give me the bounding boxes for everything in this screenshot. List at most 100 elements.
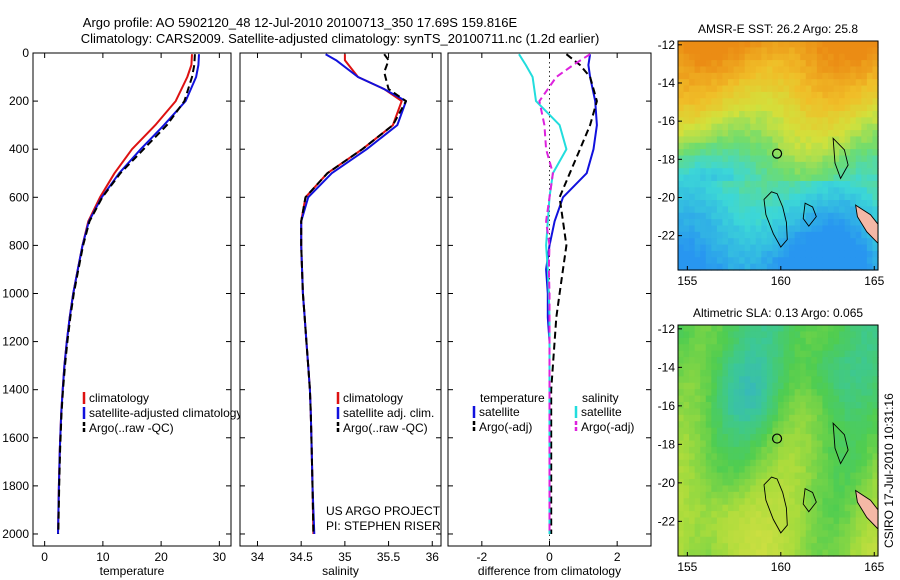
sla_map-cell: [744, 517, 751, 525]
sst_map-cell: [861, 155, 868, 163]
sla_map-cell: [800, 459, 807, 467]
sla_map-cell: [750, 498, 757, 506]
sla_map-cell: [728, 549, 735, 557]
sla_map-cell: [772, 363, 779, 371]
sst_map-cell: [844, 72, 851, 80]
sst_map-cell: [739, 231, 746, 239]
sst_map-cell: [866, 244, 874, 252]
sla_map-cell: [800, 389, 807, 397]
sla_map-cell: [728, 402, 735, 410]
sla_map-cell: [872, 363, 879, 371]
sst_map-cell: [733, 168, 740, 176]
sst_map-cell: [728, 136, 735, 144]
sla_map-cell: [744, 421, 751, 429]
sla_map-cell: [766, 466, 774, 474]
salinity-xtick-label: 36: [426, 550, 440, 564]
sla_map-cell: [716, 536, 724, 544]
sla_map-cell: [700, 543, 707, 551]
sla_map-cell: [811, 408, 818, 416]
sst_map-cell: [678, 238, 685, 246]
sst_map-cell: [705, 72, 712, 80]
sla_map-cell: [733, 472, 740, 480]
sla_map-cell: [811, 325, 818, 333]
sst_map-cell: [800, 219, 807, 227]
sla_map-cell: [844, 504, 851, 512]
sst_map-cell: [722, 79, 729, 87]
sla_map-cell: [705, 543, 712, 551]
sla_map-cell: [783, 491, 790, 499]
sla_map-cell: [744, 382, 751, 390]
sla_map-cell: [778, 357, 785, 365]
sla_map-cell: [778, 511, 785, 519]
sst_map-cell: [783, 149, 790, 157]
sla_map-cell: [711, 331, 718, 339]
sla_map-cell: [816, 536, 824, 544]
sst_map-cell: [822, 161, 829, 169]
sla_map-cell: [722, 543, 729, 551]
sst_map-cell: [755, 180, 762, 188]
sst_map-cell: [678, 142, 685, 150]
sla_map-cell: [716, 543, 724, 551]
sla_map-cell: [733, 434, 740, 442]
sst_map-cell: [833, 66, 840, 74]
sst_map-cell: [789, 53, 796, 61]
sst_map-cell: [700, 123, 707, 131]
sla_map-cell: [816, 491, 824, 499]
sst_map-cell: [728, 161, 735, 169]
sst_map-cell: [872, 79, 879, 87]
sla_map-cell: [850, 421, 857, 429]
sst_map-cell: [689, 212, 696, 220]
sla_map-cell: [750, 369, 757, 377]
sla_map-cell: [839, 350, 846, 358]
sst_map-cell: [705, 225, 712, 233]
sla_map-cell: [816, 357, 824, 365]
sla_map-cell: [722, 530, 729, 538]
sst_map-cell: [744, 161, 751, 169]
sst_map-cell: [794, 180, 801, 188]
sla_map-cell: [800, 382, 807, 390]
sst_map-cell: [822, 212, 829, 220]
sla_map-cell: [811, 382, 818, 390]
sst_map-cell: [683, 142, 690, 150]
sst_map-cell: [872, 168, 879, 176]
sst_map-cell: [694, 238, 701, 246]
sst_map-cell: [828, 219, 835, 227]
sst_map-cell: [861, 206, 868, 214]
sla_map-cell: [816, 485, 824, 493]
sla_map-cell: [705, 504, 712, 512]
sst_map-cell: [778, 174, 785, 182]
sst_map-cell: [761, 193, 768, 201]
sst_map-cell: [805, 104, 812, 112]
sst_map-cell: [811, 41, 818, 48]
sst_map-cell: [844, 117, 851, 125]
sst_map-cell: [805, 136, 812, 144]
sla_map-cell: [828, 517, 835, 525]
sst_map-cell: [855, 53, 862, 61]
sst_map-cell: [733, 200, 740, 207]
sla_map-cell: [761, 331, 768, 339]
sla_map-cell: [828, 325, 835, 333]
sst_map-cell: [800, 238, 807, 246]
sst_map-cell: [711, 66, 718, 74]
sst_map-cell: [705, 257, 712, 265]
sla_map-cell: [839, 536, 846, 544]
sst_map-cell: [783, 212, 790, 220]
sst_map-cell: [739, 123, 746, 131]
sst_map-xtick-label: 160: [771, 274, 791, 288]
sst_map-cell: [839, 187, 846, 195]
sst_map-cell: [805, 41, 812, 48]
sla_map-cell: [772, 511, 779, 519]
sst_map-cell: [778, 72, 785, 80]
sst_map-cell: [711, 110, 718, 118]
sla_map-cell: [828, 491, 835, 499]
sst_map-cell: [861, 244, 868, 252]
sla_map-cell: [872, 395, 879, 403]
sla_map-cell: [711, 543, 718, 551]
sla_map-ytick-label: -20: [658, 476, 676, 490]
sst_map-cell: [711, 225, 718, 233]
sla_map-cell: [866, 549, 874, 557]
sla_map-cell: [711, 485, 718, 493]
sla_map-cell: [844, 331, 851, 339]
sla_map-cell: [872, 536, 879, 544]
sst_map-cell: [811, 130, 818, 138]
